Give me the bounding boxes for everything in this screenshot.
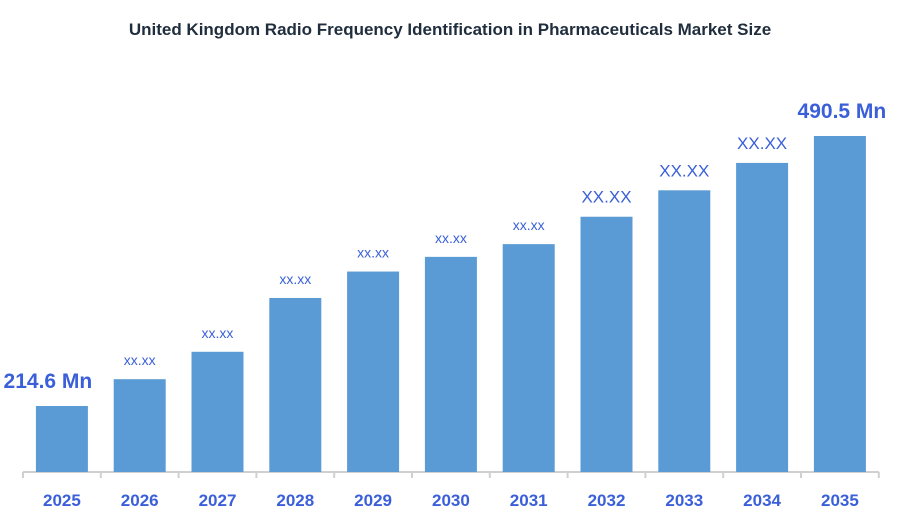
data-label-2035: 490.5 Mn — [798, 100, 887, 123]
bar-2031 — [502, 244, 555, 472]
data-label-2033: XX.XX — [659, 161, 709, 180]
x-tick-label-2025: 2025 — [43, 491, 81, 510]
x-tick-label-2034: 2034 — [743, 491, 781, 510]
bar-2026 — [113, 379, 166, 472]
bar-2029 — [347, 271, 400, 472]
bar-2030 — [424, 256, 477, 472]
x-tick-label-2033: 2033 — [665, 491, 703, 510]
data-label-2027: xx.xx — [202, 325, 234, 341]
bar-2025 — [35, 406, 88, 472]
x-tick-label-2029: 2029 — [354, 491, 392, 510]
data-label-2031: xx.xx — [513, 217, 545, 233]
bar-2034 — [736, 162, 789, 472]
x-tick-label-2026: 2026 — [121, 491, 159, 510]
x-tick-label-2031: 2031 — [510, 491, 548, 510]
bar-2033 — [658, 190, 711, 472]
data-label-2025: 214.6 Mn — [4, 370, 93, 393]
data-label-2032: XX.XX — [581, 188, 631, 207]
bar-2027 — [191, 351, 244, 472]
data-label-2029: xx.xx — [357, 245, 389, 261]
bar-2032 — [580, 216, 633, 472]
chart-title: United Kingdom Radio Frequency Identific… — [128, 20, 772, 39]
bar-2035 — [813, 136, 866, 472]
data-label-2034: XX.XX — [737, 134, 787, 153]
x-tick-label-2030: 2030 — [432, 491, 470, 510]
data-label-2026: xx.xx — [124, 352, 156, 368]
data-label-2030: xx.xx — [435, 230, 467, 246]
x-tick-label-2027: 2027 — [199, 491, 237, 510]
x-tick-label-2032: 2032 — [588, 491, 626, 510]
x-tick-label-2028: 2028 — [276, 491, 314, 510]
x-tick-label-2035: 2035 — [821, 491, 859, 510]
data-label-2028: xx.xx — [279, 271, 311, 287]
bar-2028 — [269, 297, 322, 472]
